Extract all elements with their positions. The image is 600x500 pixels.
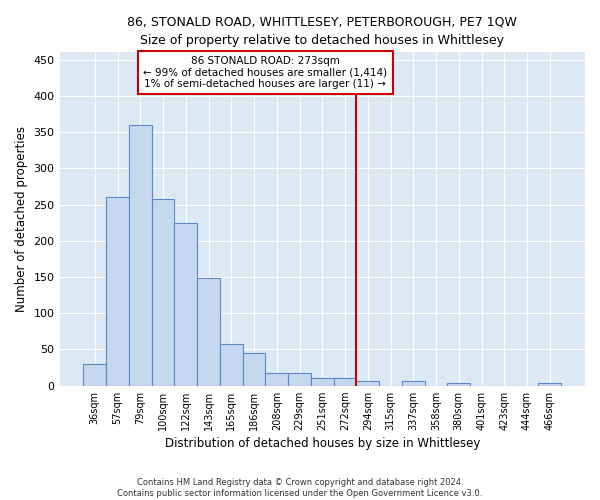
Title: 86, STONALD ROAD, WHITTLESEY, PETERBOROUGH, PE7 1QW
Size of property relative to: 86, STONALD ROAD, WHITTLESEY, PETERBOROU… (127, 15, 517, 47)
Bar (106, 196, 129, 386)
Bar (448, 383, 470, 386)
Bar (538, 383, 561, 386)
Y-axis label: Number of detached properties: Number of detached properties (15, 126, 28, 312)
Text: Contains HM Land Registry data © Crown copyright and database right 2024.
Contai: Contains HM Land Registry data © Crown c… (118, 478, 482, 498)
X-axis label: Distribution of detached houses by size in Whittlesey: Distribution of detached houses by size … (164, 437, 480, 450)
Bar (356, 380, 379, 386)
Bar (288, 372, 311, 386)
Bar (402, 382, 425, 386)
Bar (152, 200, 175, 386)
Bar (83, 364, 106, 386)
Bar (175, 222, 197, 386)
Bar (129, 125, 152, 386)
Bar (242, 353, 265, 386)
Bar (197, 278, 220, 386)
Bar (220, 344, 242, 386)
Bar (311, 378, 334, 386)
Text: 86 STONALD ROAD: 273sqm
← 99% of detached houses are smaller (1,414)
1% of semi-: 86 STONALD ROAD: 273sqm ← 99% of detache… (143, 56, 388, 89)
Bar (334, 378, 356, 386)
Bar (265, 372, 288, 386)
